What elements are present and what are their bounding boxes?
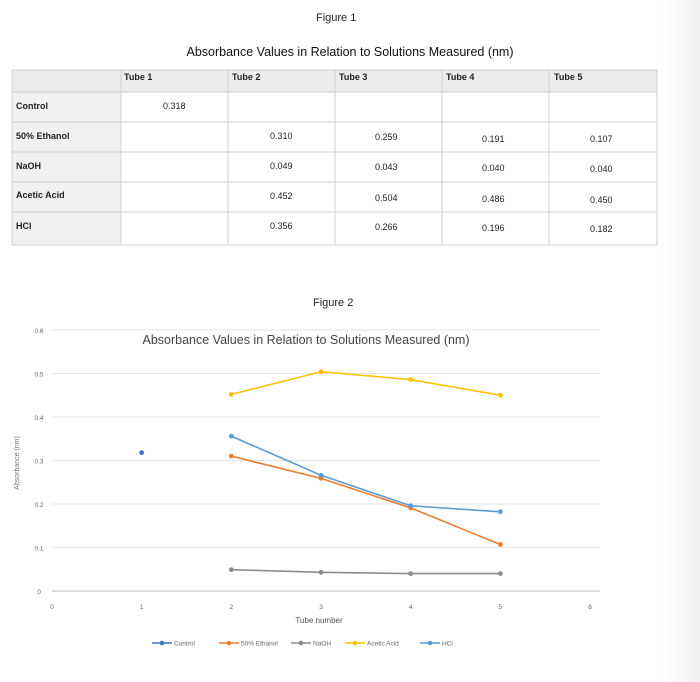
row-label-bg [12, 122, 121, 152]
y-tick-label: 0.1 [34, 546, 43, 553]
data-point [497, 571, 503, 576]
column-header: Tube 3 [339, 72, 368, 82]
legend-label: 50% Ethanol [241, 641, 278, 648]
legend-label: Control [174, 641, 196, 648]
x-tick-label: 3 [319, 604, 323, 611]
table-cell: 0.196 [482, 223, 505, 233]
y-tick-label: 0.6 [34, 328, 43, 335]
line-chart: Absorbance Values in Relation to Solutio… [14, 328, 600, 648]
y-tick-label: 0.4 [34, 415, 43, 422]
data-point [318, 369, 324, 375]
data-point [228, 567, 234, 573]
table-cell: 0.356 [270, 221, 293, 231]
row-label: NaOH [16, 161, 42, 171]
data-point [497, 392, 503, 398]
table-cell: 0.182 [590, 224, 613, 234]
y-tick-label: 0 [37, 589, 41, 596]
series-line [231, 568, 501, 575]
x-tick-label: 5 [499, 604, 503, 611]
row-label-bg [12, 92, 121, 122]
table-cell: 0.040 [590, 164, 613, 174]
legend-swatch-marker [159, 640, 165, 646]
x-tick-label: 0 [50, 604, 54, 611]
row-label-bg [12, 152, 121, 182]
column-header: Tube 2 [232, 72, 261, 82]
y-tick-label: 0.5 [34, 372, 43, 379]
x-tick-label: 6 [588, 604, 592, 611]
series-line [231, 455, 501, 546]
y-tick-label: 0.3 [34, 459, 43, 466]
series-line [231, 435, 501, 513]
figure1-caption: Figure 1 [316, 12, 357, 24]
x-tick-label: 4 [409, 604, 413, 611]
table-cell: 0.040 [482, 163, 505, 173]
data-point [408, 571, 414, 576]
table-cell: 0.504 [375, 193, 398, 203]
chart-title: Absorbance Values in Relation to Solutio… [142, 333, 469, 347]
y-tick-label: 0.2 [34, 502, 43, 509]
data-point [318, 472, 324, 478]
row-label-bg [12, 182, 121, 212]
legend-label: Acetic Acid [367, 641, 399, 648]
legend-swatch-marker [352, 640, 358, 646]
data-point [408, 377, 414, 382]
table-cell: 0.310 [270, 131, 293, 141]
data-point [497, 509, 503, 515]
column-header: Tube 5 [554, 72, 583, 82]
column-header: Tube 1 [124, 72, 153, 82]
table-cell: 0.049 [270, 161, 293, 171]
data-point [497, 542, 503, 547]
legend-swatch-marker [427, 640, 433, 646]
x-tick-label: 2 [230, 604, 234, 611]
table-cell: 0.318 [163, 101, 186, 111]
absorbance-table [11, 69, 658, 246]
data-point [318, 569, 324, 575]
x-axis-label: Tube number [295, 616, 343, 625]
table-cell: 0.107 [590, 134, 613, 144]
row-label-bg [12, 212, 121, 245]
legend-label: HCl [442, 641, 453, 648]
row-label: 50% Ethanol [16, 131, 70, 141]
table-cell: 0.259 [375, 132, 398, 142]
column-header: Tube 4 [446, 72, 475, 82]
table-cell: 0.191 [482, 134, 505, 144]
x-tick-label: 1 [140, 604, 144, 611]
legend-label: NaOH [313, 641, 331, 648]
legend-swatch-marker [226, 640, 232, 646]
row-label: HCl [16, 221, 32, 231]
figure2-caption: Figure 2 [313, 297, 354, 309]
table-cell: 0.452 [270, 191, 293, 201]
data-point [408, 503, 414, 509]
table-cell: 0.450 [590, 195, 613, 205]
data-point [228, 453, 234, 459]
row-label: Control [16, 101, 48, 111]
table-cell: 0.486 [482, 194, 505, 204]
legend-swatch-marker [298, 640, 304, 646]
data-point [228, 391, 234, 397]
data-point [139, 450, 145, 456]
table-cell: 0.266 [375, 222, 398, 232]
row-label: Acetic Acid [16, 190, 65, 200]
series-line [231, 370, 501, 397]
data-point [228, 433, 234, 439]
table-title: Absorbance Values in Relation to Solutio… [186, 45, 514, 59]
table-cell: 0.043 [375, 162, 398, 172]
y-axis-label: Absorbance (nm) [14, 436, 21, 490]
